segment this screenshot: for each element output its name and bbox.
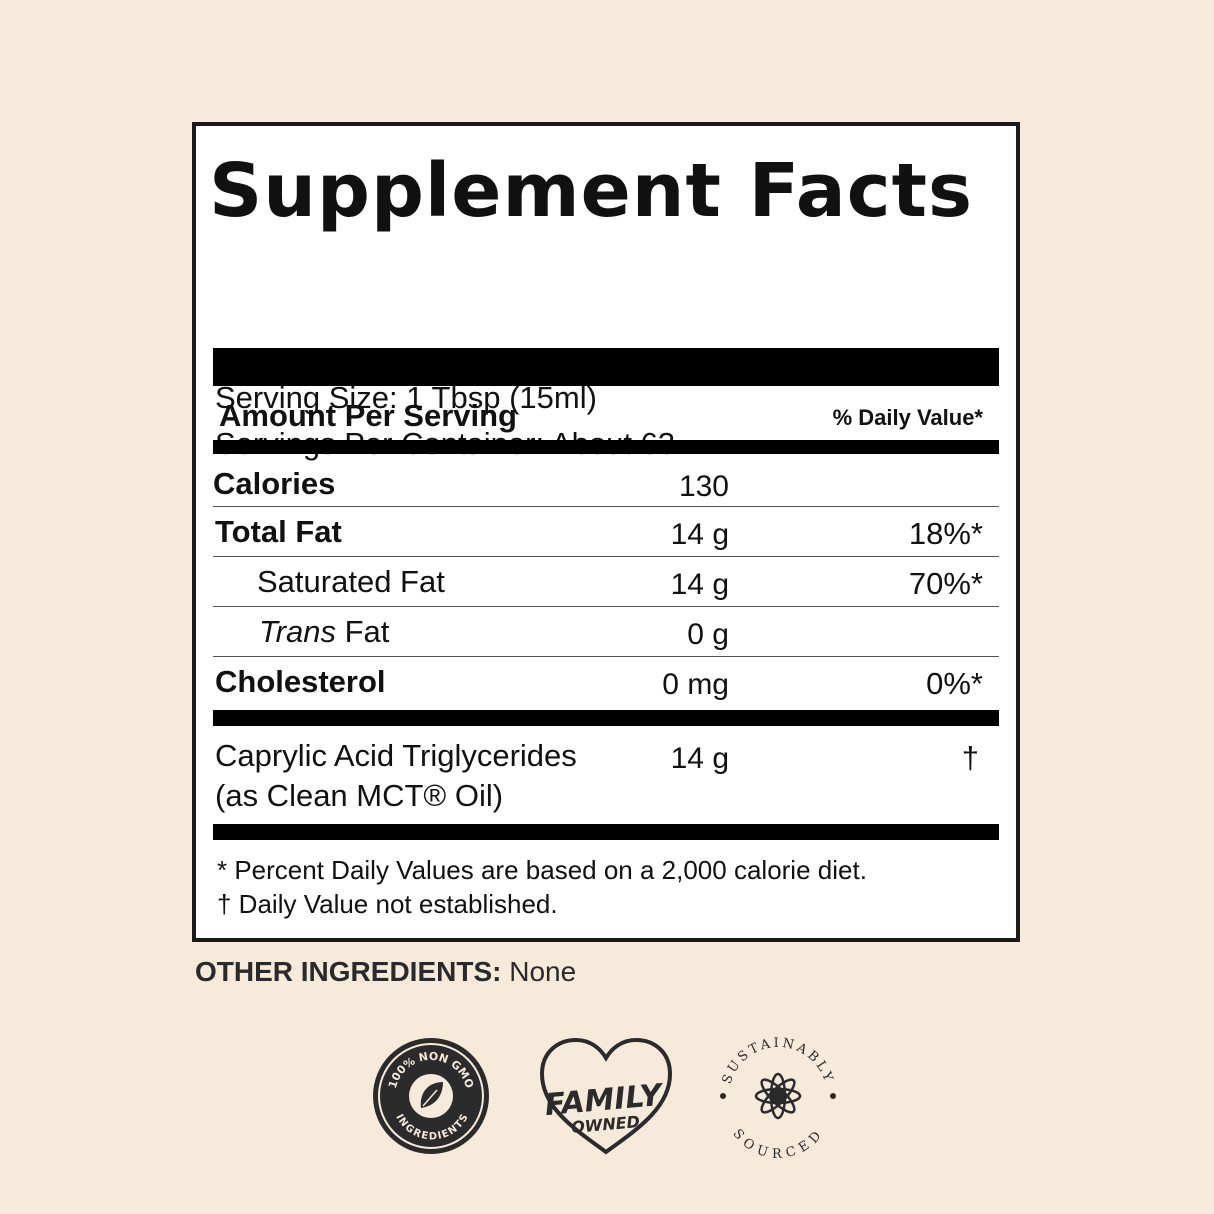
thick-divider bbox=[213, 710, 999, 726]
row-divider bbox=[213, 556, 999, 557]
trans-rest: Fat bbox=[335, 614, 390, 649]
sourced-text: SOURCED bbox=[730, 1127, 824, 1158]
thick-divider bbox=[213, 824, 999, 840]
nutrient-row-trans-fat: Trans Fat 0 g bbox=[213, 608, 999, 658]
nutrient-row-saturated-fat: Saturated Fat 14 g 70%* bbox=[213, 558, 999, 608]
nutrient-amount: 14 g bbox=[670, 518, 729, 551]
mct-label-line2: (as Clean MCT® Oil) bbox=[215, 778, 504, 813]
daily-value-header: % Daily Value* bbox=[832, 405, 983, 430]
thick-divider bbox=[213, 348, 999, 386]
nutrient-daily-value: † bbox=[961, 740, 979, 775]
nutrient-amount: 14 g bbox=[670, 742, 729, 775]
row-divider bbox=[213, 656, 999, 657]
panel-title: Supplement Facts bbox=[209, 148, 974, 234]
nutrient-row-total-fat: Total Fat 14 g 18%* bbox=[213, 508, 999, 558]
nutrient-label: Total Fat bbox=[215, 514, 342, 549]
row-divider bbox=[213, 506, 999, 507]
nutrient-daily-value: 0%* bbox=[926, 666, 983, 701]
serving-size: Serving Size: 1 Tbsp (15ml) bbox=[215, 380, 597, 415]
nutrient-amount: 0 mg bbox=[662, 668, 729, 701]
amount-per-serving-header: Amount Per Serving bbox=[219, 398, 517, 433]
nutrient-label: Trans Fat bbox=[259, 616, 389, 647]
mct-label-line1: Caprylic Acid Triglycerides bbox=[215, 738, 577, 773]
nutrient-daily-value: 18%* bbox=[908, 516, 983, 551]
non-gmo-badge-icon: 100% NON GMO INGREDIENTS bbox=[373, 1038, 489, 1154]
sustainably-text: SUSTAINABLY bbox=[720, 1036, 834, 1086]
footnote-not-established: † Daily Value not established. bbox=[217, 889, 558, 919]
other-ingredients-label: OTHER INGREDIENTS: bbox=[195, 956, 502, 987]
footnote-daily-values: * Percent Daily Values are based on a 2,… bbox=[217, 855, 867, 885]
svg-text:SUSTAINABLY: SUSTAINABLY bbox=[720, 1036, 837, 1086]
nutrient-label: Calories bbox=[213, 466, 336, 501]
other-ingredients-value: None bbox=[501, 956, 577, 987]
nutrient-row-cholesterol: Cholesterol 0 mg 0%* bbox=[213, 658, 999, 708]
header-divider bbox=[213, 440, 999, 454]
row-divider bbox=[213, 606, 999, 607]
family-owned-heart-icon: FAMILY OWNED bbox=[539, 1037, 673, 1155]
nutrient-label: Saturated Fat bbox=[257, 564, 445, 599]
trans-italic: Trans bbox=[259, 614, 336, 649]
nutrient-label: Cholesterol bbox=[215, 664, 386, 699]
nutrient-amount: 14 g bbox=[670, 568, 729, 601]
svg-text:SOURCED: SOURCED bbox=[730, 1127, 827, 1158]
supplement-facts-panel: Supplement Facts Serving Size: 1 Tbsp (1… bbox=[192, 122, 1020, 942]
nutrient-daily-value: 70%* bbox=[908, 566, 983, 601]
nutrient-amount: 130 bbox=[678, 470, 729, 503]
nutrient-row-mct: Caprylic Acid Triglycerides (as Clean MC… bbox=[213, 730, 999, 820]
nutrient-amount: 0 g bbox=[687, 618, 729, 651]
nutrient-row-calories: Calories 130 bbox=[213, 460, 999, 510]
other-ingredients: OTHER INGREDIENTS: None bbox=[195, 958, 576, 986]
sustainably-sourced-flower-icon: SUSTAINABLY SOURCED bbox=[720, 1036, 837, 1158]
